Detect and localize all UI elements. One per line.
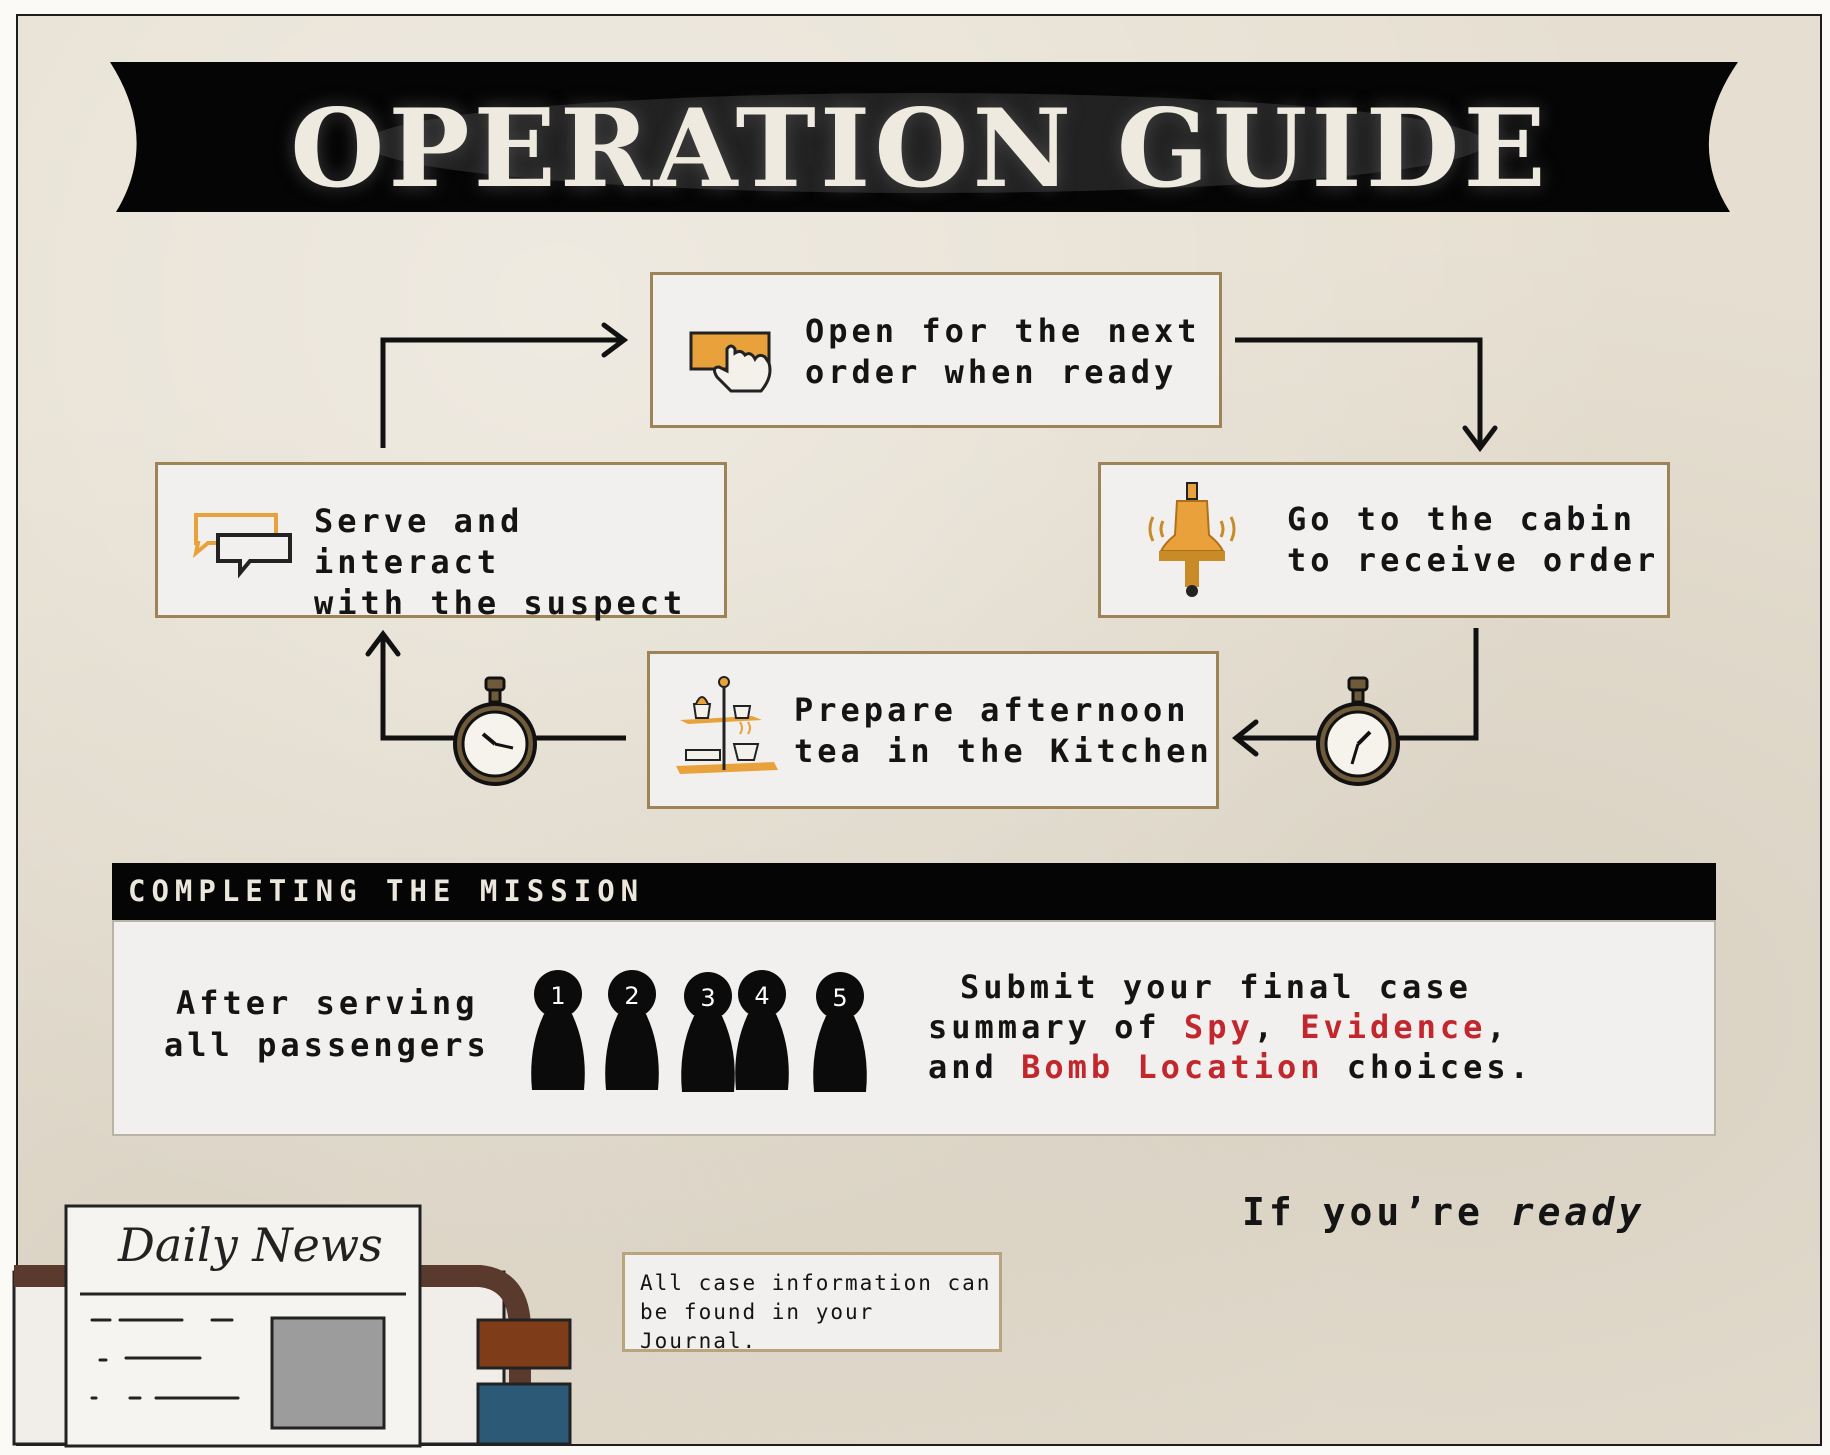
- spy-highlight: Spy: [1183, 1008, 1254, 1046]
- arrowhead-up: [365, 629, 401, 657]
- step-open-card: Open for the next order when ready: [650, 272, 1222, 428]
- arrow-kitchen-to-serve: [380, 638, 626, 741]
- pawn-number: 5: [832, 984, 847, 1012]
- submit-line1: Submit your final case: [960, 968, 1472, 1006]
- arrow-open-to-cabin: [1235, 337, 1483, 445]
- arrowhead-right: [601, 322, 629, 358]
- step-kitchen-label: Prepare afternoon tea in the Kitchen: [794, 691, 1213, 770]
- comma-text: ,: [1486, 1008, 1510, 1046]
- mission-heading: COMPLETING THE MISSION: [112, 863, 1716, 920]
- comma-text: ,: [1253, 1008, 1301, 1046]
- arrow-serve-to-open: [380, 337, 622, 448]
- evidence-highlight: Evidence: [1300, 1008, 1487, 1046]
- stopwatch-icon: [1316, 676, 1400, 786]
- submit-line3-text: and: [928, 1048, 1022, 1086]
- pawn-number: 4: [754, 982, 769, 1010]
- stopwatch-icon: [453, 676, 537, 786]
- pawn-number: 3: [700, 984, 715, 1012]
- speech-bubbles-icon: [192, 513, 292, 579]
- submit-line2: summary of Spy, Evidence,: [928, 1008, 1510, 1046]
- step-kitchen-card: Prepare afternoon tea in the Kitchen: [647, 651, 1219, 809]
- newspaper-stand: [12, 1204, 572, 1448]
- step-cabin-card: Go to the cabin to receive order: [1098, 462, 1670, 618]
- mission-panel: After serving all passengers 1 2 3 4 5: [112, 920, 1716, 1136]
- passenger-pawn-icon: 3: [681, 972, 735, 1092]
- submit-line3-end: choices.: [1323, 1048, 1533, 1086]
- arrowhead-left: [1231, 719, 1259, 757]
- passenger-pawn-icon: 1: [531, 970, 585, 1090]
- after-serving-line2: all passengers: [164, 1026, 490, 1064]
- pointer-button-icon: [689, 331, 772, 393]
- ready-prefix: If you’re: [1242, 1190, 1511, 1234]
- step-serve-card: Serve and interact with the suspect: [155, 462, 727, 622]
- banner-smudge: [365, 93, 1485, 193]
- ready-button[interactable]: If you’re ready: [1242, 1190, 1645, 1234]
- page-title: OPERATION GUIDE: [290, 86, 1550, 212]
- journal-note-line1: All case information can: [640, 1271, 992, 1295]
- step-serve-label: Serve and interact with the suspect: [314, 502, 687, 622]
- bell-icon: [1148, 482, 1236, 597]
- passenger-pawn-icon: 4: [735, 970, 789, 1090]
- after-serving-line1: After serving: [176, 984, 479, 1022]
- newspaper-title: Daily News: [118, 1218, 383, 1272]
- passenger-pawn-icon: 2: [605, 970, 659, 1090]
- step-open-label: Open for the next order when ready: [805, 312, 1201, 391]
- ready-word: ready: [1510, 1190, 1646, 1234]
- submit-line2-text: summary of: [928, 1008, 1184, 1046]
- pawn-number: 1: [550, 982, 565, 1010]
- journal-note-line2: be found in your Journal.: [640, 1300, 875, 1353]
- arrowhead-down: [1462, 425, 1498, 453]
- passenger-pawn-icon: 5: [813, 972, 867, 1092]
- pawn-number: 2: [624, 982, 639, 1010]
- journal-note: All case information can be found in you…: [622, 1252, 1002, 1353]
- tea-stand-icon: [676, 676, 778, 774]
- submit-line3: and Bomb Location choices.: [928, 1048, 1533, 1086]
- step-cabin-label: Go to the cabin to receive order: [1287, 500, 1660, 579]
- bomb-location-highlight: Bomb Location: [1021, 1048, 1324, 1086]
- passenger-pawns: 1 2 3 4 5: [531, 970, 867, 1092]
